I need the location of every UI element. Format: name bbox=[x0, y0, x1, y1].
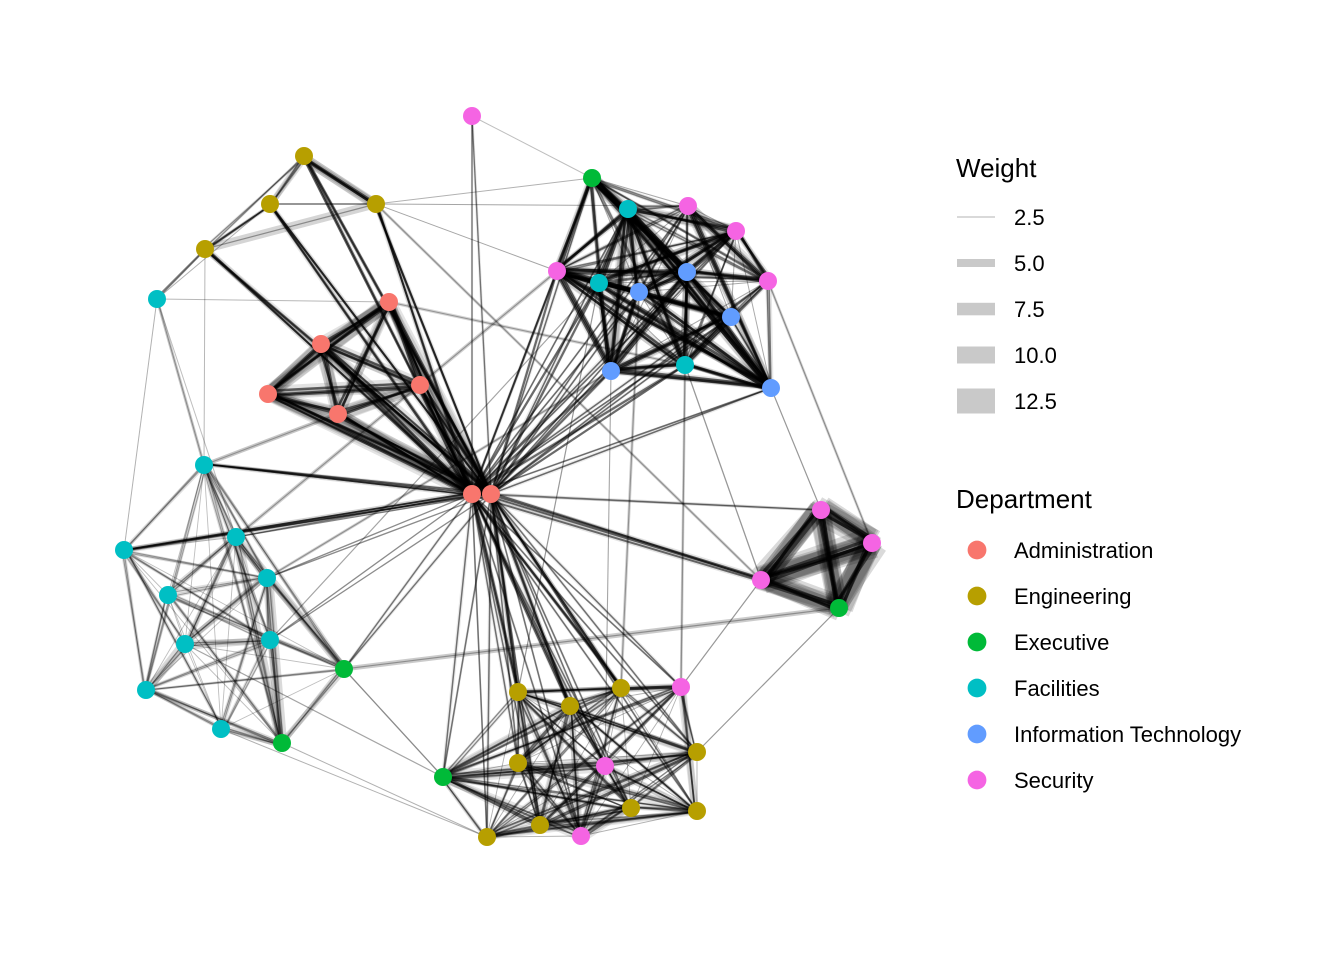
svg-text:Weight: Weight bbox=[956, 153, 1037, 183]
svg-text:12.5: 12.5 bbox=[1014, 389, 1057, 414]
svg-text:Information Technology: Information Technology bbox=[1014, 722, 1241, 747]
svg-text:10.0: 10.0 bbox=[1014, 343, 1057, 368]
svg-text:Engineering: Engineering bbox=[1014, 584, 1131, 609]
svg-text:Executive: Executive bbox=[1014, 630, 1109, 655]
svg-text:7.5: 7.5 bbox=[1014, 297, 1045, 322]
svg-text:Department: Department bbox=[956, 484, 1093, 514]
svg-text:Administration: Administration bbox=[1014, 538, 1153, 563]
svg-text:Security: Security bbox=[1014, 768, 1093, 793]
svg-text:2.5: 2.5 bbox=[1014, 205, 1045, 230]
svg-text:5.0: 5.0 bbox=[1014, 251, 1045, 276]
svg-text:Facilities: Facilities bbox=[1014, 676, 1100, 701]
